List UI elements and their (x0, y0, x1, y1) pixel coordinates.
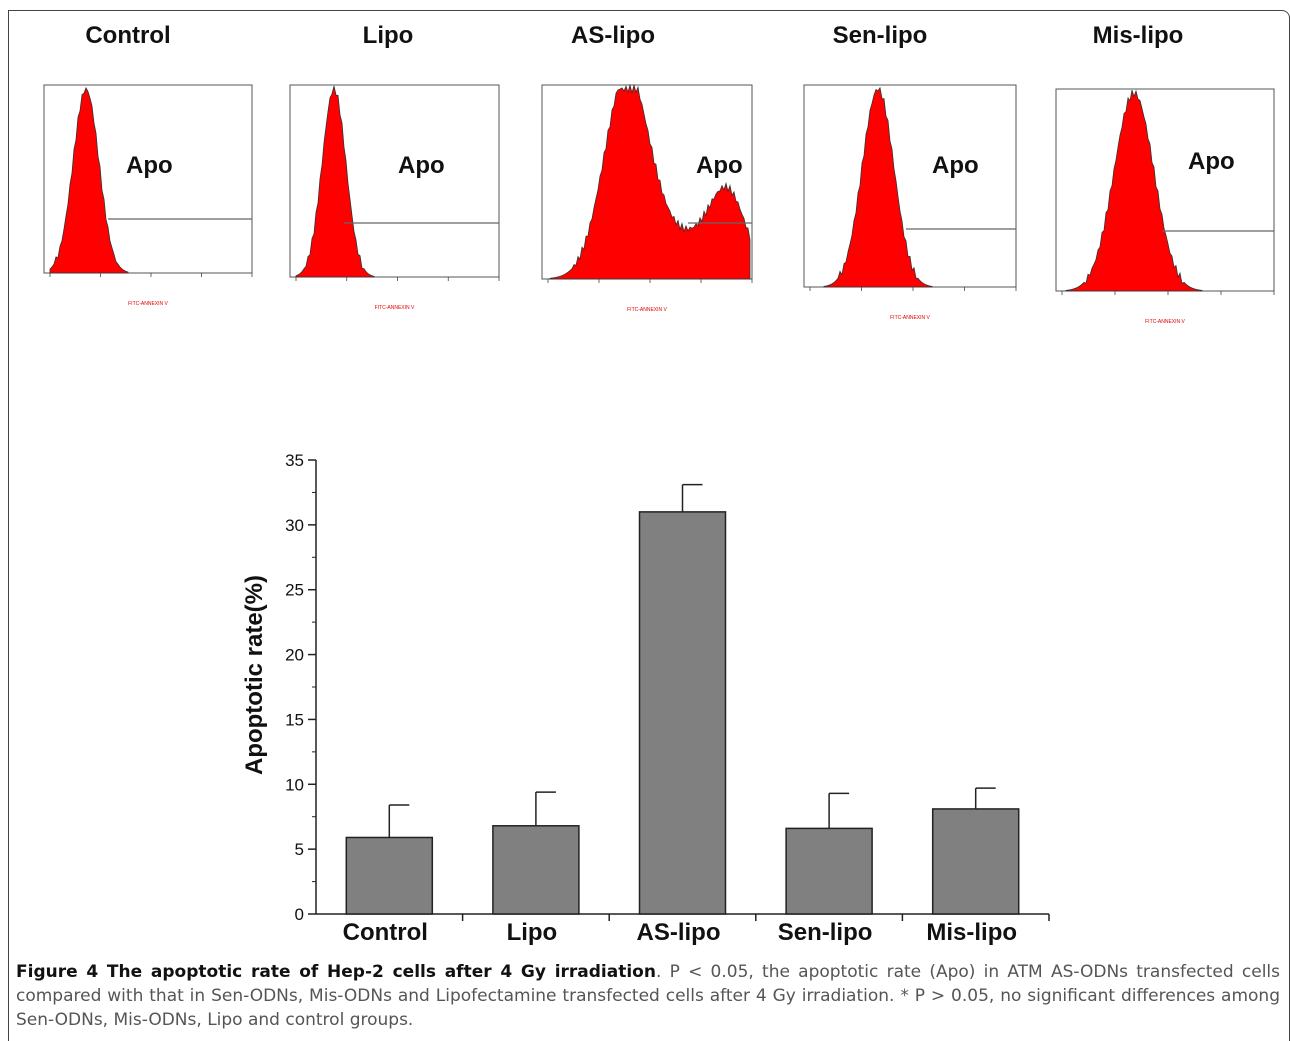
x-tick-label-mis-lipo: Mis-lipo (926, 919, 1017, 946)
bar-lipo (492, 825, 580, 915)
bar-control (345, 836, 434, 915)
histogram-x-axis-label: FITC-ANNEXIN V (890, 315, 930, 321)
bar-sen-lipo (785, 827, 873, 915)
histogram-lipo: Apo FITC-ANNEXIN V (289, 84, 500, 311)
figure-caption: Figure 4 The apoptotic rate of Hep-2 cel… (16, 960, 1280, 1032)
bar-mis-lipo (931, 808, 1020, 915)
histogram-x-axis-label: FITC-ANNEXIN V (1145, 319, 1185, 325)
gate-label-apo: Apo (696, 152, 743, 179)
y-tick-label: 0 (295, 905, 304, 924)
panel-title-lipo: Lipo (362, 22, 414, 49)
histogram-x-axis-label: FITC-ANNEXIN V (128, 301, 168, 307)
histogram-distribution (823, 86, 933, 288)
x-tick-label-sen-lipo: Sen-lipo (778, 919, 873, 946)
panel-title-sen-lipo: Sen-lipo (832, 22, 928, 49)
y-tick-label: 30 (285, 516, 304, 535)
bar-as-lipo (638, 511, 727, 915)
histogram-x-axis-label: FITC-ANNEXIN V (375, 305, 415, 311)
histogram-x-axis-label: FITC-ANNEXIN V (627, 307, 667, 313)
x-tick-label-as-lipo: AS-lipo (637, 919, 721, 946)
histogram-mis-lipo: Apo FITC-ANNEXIN V (1055, 88, 1275, 325)
caption-text: . P < 0.05, the apoptotic rate (Apo) in … (16, 962, 1280, 1030)
histogram-distribution (549, 83, 751, 280)
panel-title-mis-lipo: Mis-lipo (1092, 22, 1184, 49)
y-tick-label: 35 (285, 451, 304, 470)
histogram-sen-lipo: Apo FITC-ANNEXIN V (803, 84, 1017, 321)
gate-label-apo: Apo (1188, 148, 1235, 175)
y-tick-label: 20 (285, 646, 304, 665)
histogram-distribution (49, 86, 129, 274)
y-tick-label: 10 (285, 775, 304, 794)
y-axis-label: Apoptotic rate(%) (241, 575, 268, 775)
y-tick-label: 25 (285, 581, 304, 600)
histogram-frame (289, 84, 500, 278)
x-tick-label-lipo: Lipo (507, 919, 558, 946)
histogram-control: Apo FITC-ANNEXIN V (43, 84, 253, 307)
y-tick-label: 5 (295, 840, 304, 859)
caption-title: Figure 4 The apoptotic rate of Hep-2 cel… (16, 962, 656, 982)
panel-title-control: Control (85, 22, 171, 49)
histogram-distribution (295, 85, 375, 278)
gate-label-apo: Apo (126, 152, 173, 179)
gate-label-apo: Apo (398, 152, 445, 179)
bar-chart: 0 5 10 15 20 25 30 35 Apoptotic rate(%) Control Li… (241, 451, 1050, 946)
gate-label-apo: Apo (932, 152, 979, 179)
x-tick-label-control: Control (343, 919, 428, 946)
histogram-distribution (1065, 89, 1203, 292)
y-tick-label: 15 (285, 710, 304, 729)
panel-title-as-lipo: AS-lipo (571, 22, 655, 49)
histogram-as-lipo: Apo FITC-ANNEXIN V (541, 83, 753, 313)
histogram-frame (43, 84, 253, 274)
